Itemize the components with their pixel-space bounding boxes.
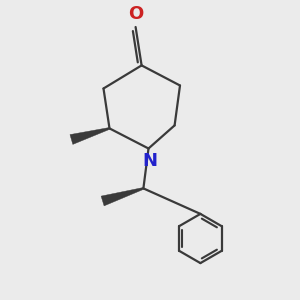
Text: N: N [142, 152, 158, 170]
Polygon shape [70, 128, 110, 144]
Text: O: O [128, 5, 143, 23]
Polygon shape [101, 188, 144, 206]
